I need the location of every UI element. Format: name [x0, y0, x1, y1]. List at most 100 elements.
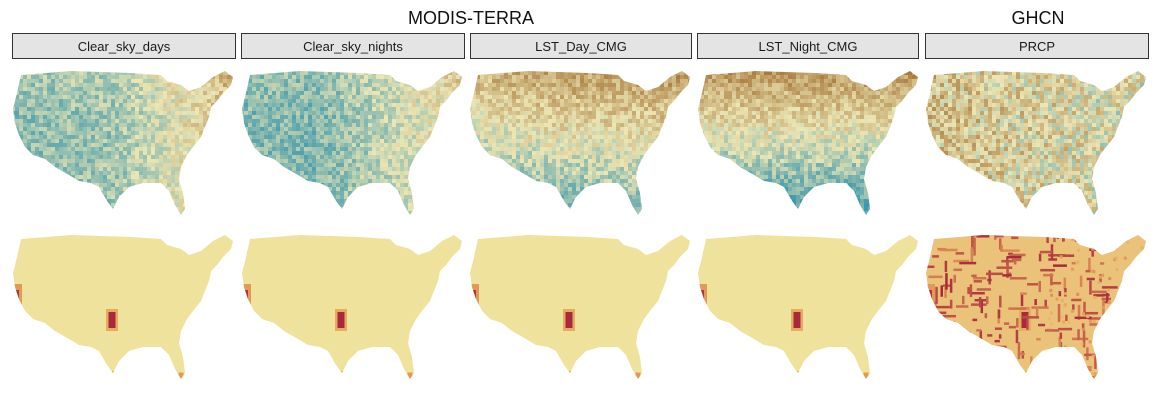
map-cell: [492, 71, 496, 75]
map-cell: [608, 67, 612, 71]
map-cell: [388, 175, 392, 179]
map-cell: [227, 107, 231, 111]
map-cell: [400, 195, 404, 199]
map-cell: [111, 215, 115, 219]
map-cell: [199, 191, 203, 195]
map-cell: [123, 119, 127, 123]
map-cell: [211, 159, 215, 163]
map-cell: [219, 119, 223, 123]
map-cell: [115, 107, 119, 111]
map-cell: [256, 99, 260, 103]
map-cell: [684, 63, 688, 67]
map-cell: [242, 187, 244, 191]
map-cell: [79, 175, 83, 179]
map-cell: [456, 163, 460, 167]
map-cell: [348, 171, 352, 175]
map-cell: [296, 139, 300, 143]
map-cell: [556, 67, 560, 71]
map-cell: [384, 67, 388, 71]
map-cell: [380, 131, 384, 135]
map-cell: [412, 79, 416, 83]
map-cell: [272, 171, 276, 175]
map-cell: [456, 99, 460, 103]
map-cell: [448, 135, 452, 139]
map-cell: [244, 123, 248, 127]
map-cell: [242, 155, 244, 159]
map-cell: [211, 191, 215, 195]
map-cell: [135, 147, 139, 151]
map-cell: [171, 215, 175, 219]
map-cell: [15, 123, 19, 127]
map-cell: [143, 171, 147, 175]
map-cell: [512, 83, 516, 87]
map-cell: [63, 195, 67, 199]
map-cell: [268, 215, 272, 219]
map-cell: [368, 171, 372, 175]
map-cell: [179, 75, 183, 79]
map-cell: [364, 67, 368, 71]
map-cell: [368, 131, 372, 135]
map-cell: [155, 159, 159, 163]
map-cell: [195, 87, 199, 91]
map-cell: [300, 67, 304, 71]
map-cell: [103, 79, 107, 83]
map-cell: [388, 163, 392, 167]
map-cell: [175, 119, 179, 123]
map-cell: [63, 211, 67, 215]
map-cell: [360, 75, 364, 79]
map-cell: [260, 143, 264, 147]
map-cell: [524, 71, 528, 75]
map-cell: [424, 211, 428, 215]
map-cell: [123, 147, 127, 151]
map-cell: [316, 99, 320, 103]
map-cell: [63, 75, 67, 79]
map-cell: [244, 139, 248, 143]
map-cell: [151, 179, 155, 183]
map-cell: [39, 115, 43, 119]
map-cell: [292, 219, 296, 223]
map-cell: [284, 83, 288, 87]
map-cell: [256, 199, 260, 203]
map-cell: [396, 159, 400, 163]
map-cell: [496, 75, 500, 79]
map-cell: [187, 135, 191, 139]
map-cell: [392, 167, 396, 171]
map-cell: [43, 115, 47, 119]
map-cell: [75, 151, 79, 155]
map-cell: [119, 203, 123, 207]
map-cell: [404, 83, 408, 87]
map-cell: [123, 171, 127, 175]
map-cell: [223, 87, 227, 91]
map-cell: [436, 79, 440, 83]
map-cell: [272, 95, 276, 99]
map-cell: [428, 87, 432, 91]
map-cell: [31, 127, 35, 131]
map-cell: [15, 215, 19, 219]
map-cell: [288, 63, 292, 67]
map-cell: [264, 211, 268, 215]
map-cell: [296, 215, 300, 219]
map-cell: [39, 159, 43, 163]
map-cell: [692, 87, 694, 91]
map-cell: [179, 171, 183, 175]
map-cell: [536, 87, 540, 91]
map-cell: [264, 99, 268, 103]
map-cell: [256, 135, 260, 139]
map-cell: [159, 115, 163, 119]
map-cell: [207, 91, 211, 95]
map-cell: [47, 127, 51, 131]
map-cell: [99, 187, 103, 191]
map-cell: [139, 167, 143, 171]
map-cell: [404, 183, 408, 187]
top-map-cells: [242, 63, 462, 223]
map-cell: [235, 91, 237, 95]
map-cell: [344, 151, 348, 155]
map-cell: [95, 75, 99, 79]
map-cell: [252, 175, 256, 179]
map-cell: [71, 115, 75, 119]
map-cell: [43, 67, 47, 71]
map-cell: [203, 183, 207, 187]
map-cell: [179, 215, 183, 219]
map-cell: [368, 67, 372, 71]
map-cell: [264, 115, 268, 119]
